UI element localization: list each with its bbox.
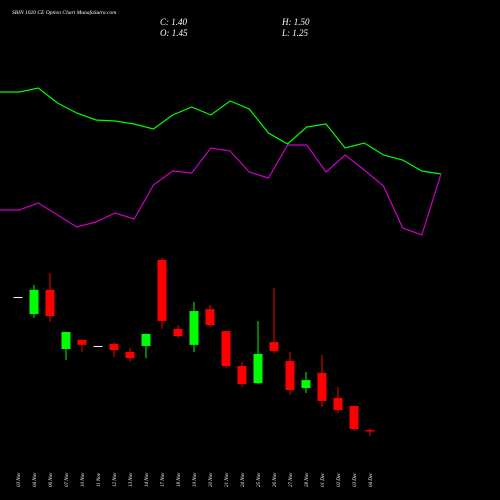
- candle-body: [285, 361, 295, 390]
- candle-body: [253, 353, 263, 384]
- x-tick-label: 18 Nov: [177, 472, 182, 487]
- candle-body: [269, 342, 279, 351]
- x-tick-label: 02 Dec: [337, 472, 342, 487]
- chart-title: SBIN 1020 CE Option Chart MunafaSutra.co…: [12, 9, 116, 16]
- x-tick-label: 17 Nov: [161, 472, 166, 487]
- candle-body: [109, 344, 119, 351]
- open-label: O: 1.45: [160, 28, 188, 38]
- candle-body: [77, 339, 87, 345]
- x-tick-label: 03 Nov: [17, 472, 22, 487]
- close-label: C: 1.40: [160, 17, 188, 27]
- candle-body: [141, 333, 151, 346]
- x-tick-label: 26 Nov: [273, 472, 278, 487]
- indicator-line: [0, 144, 442, 236]
- x-tick-label: 14 Nov: [145, 472, 150, 487]
- candle-body: [317, 372, 327, 401]
- high-label: H: 1.50: [281, 17, 310, 27]
- x-tick-label: 04 Dec: [369, 472, 374, 487]
- x-tick-label: 27 Nov: [289, 472, 294, 487]
- candle-body: [349, 405, 359, 430]
- candle-body: [29, 289, 39, 315]
- x-tick-label: 12 Nov: [113, 472, 118, 487]
- x-tick-label: 13 Nov: [129, 472, 134, 487]
- candle-body: [93, 345, 103, 347]
- x-tick-label: 10 Nov: [81, 472, 86, 487]
- x-tick-label: 28 Nov: [305, 472, 310, 487]
- x-tick-label: 21 Nov: [225, 472, 230, 487]
- x-tick-label: 01 Dec: [321, 472, 326, 487]
- candle-body: [189, 311, 199, 345]
- candle-body: [221, 331, 231, 367]
- candle-body: [205, 309, 215, 326]
- candle-body: [45, 289, 55, 316]
- x-tick-label: 04 Nov: [33, 472, 38, 487]
- candle-body: [173, 328, 183, 337]
- low-label: L: 1.25: [281, 28, 309, 38]
- x-tick-label: 25 Nov: [257, 472, 262, 487]
- x-tick-label: 11 Nov: [97, 472, 102, 487]
- candle-body: [61, 331, 71, 349]
- candle-body: [157, 259, 167, 321]
- candle-body: [125, 352, 135, 359]
- indicator-line: [0, 87, 442, 175]
- x-tick-label: 24 Nov: [241, 472, 246, 487]
- x-tick-label: 20 Nov: [209, 472, 214, 487]
- candle-body: [365, 430, 375, 432]
- candle-body: [13, 297, 23, 299]
- candle-body: [333, 397, 343, 411]
- x-tick-label: 06 Nov: [49, 472, 54, 487]
- candle-body: [237, 366, 247, 384]
- x-tick-label: 19 Nov: [193, 472, 198, 487]
- candle-body: [301, 380, 311, 389]
- x-tick-label: 07 Nov: [65, 472, 70, 487]
- x-tick-label: 03 Dec: [353, 472, 358, 487]
